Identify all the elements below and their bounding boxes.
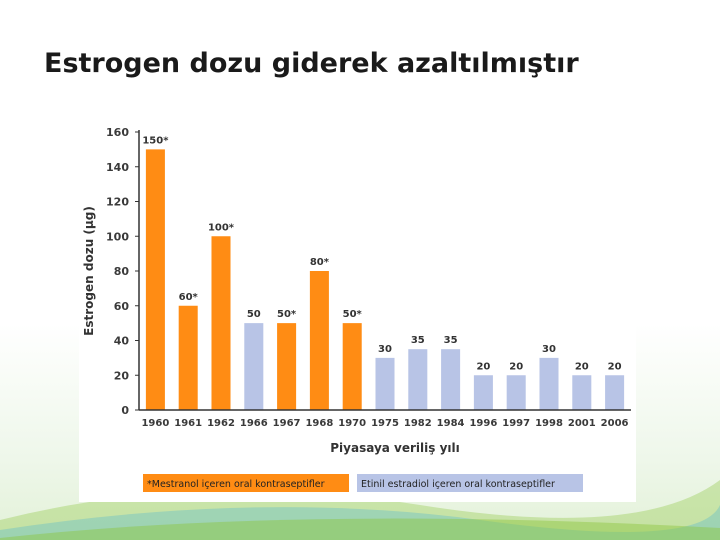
bars: [145, 149, 625, 410]
y-axis-ticks: 0 20 40 60 80 100 120 140 160: [106, 126, 139, 417]
bar-2006: [605, 375, 625, 410]
x-tick-label: 1984: [437, 418, 465, 429]
bar-1962: [211, 236, 231, 410]
data-label: 50: [247, 309, 261, 320]
bar-1996: [473, 375, 493, 410]
bar-chart: 0 20 40 60 80 100 120 140 160 150* 60* 100* 50 50* 80…: [82, 126, 631, 492]
x-tick-label: 1967: [273, 418, 301, 429]
y-tick-label: 40: [114, 335, 130, 348]
x-tick-label: 2001: [568, 418, 596, 429]
data-label: 35: [444, 335, 458, 346]
bar-1960: [145, 149, 165, 410]
x-axis-ticks: 1960 1961 1962 1966 1967 1968 1970 1975 1982 1984…: [141, 418, 628, 429]
bar-1968: [309, 271, 329, 410]
bar-1961: [178, 305, 198, 410]
bar-2001: [572, 375, 592, 410]
x-tick-label: 1975: [371, 418, 399, 429]
data-label: 20: [575, 361, 589, 372]
x-tick-label: 1982: [404, 418, 432, 429]
x-tick-label: 1960: [141, 418, 169, 429]
y-tick-label: 100: [106, 230, 129, 243]
bar-1997: [506, 375, 526, 410]
x-axis-label: Piyasaya veriliş yılı: [330, 441, 460, 455]
y-tick-label: 80: [114, 265, 130, 278]
y-tick-label: 140: [106, 161, 129, 174]
legend-swatch-mestranol: [143, 474, 349, 492]
chart-panel: 0 20 40 60 80 100 120 140 160 150* 60* 100* 50 50* 80…: [79, 112, 636, 502]
bar-1975: [375, 357, 395, 410]
legend-swatch-estradiol: [357, 474, 583, 492]
x-tick-label: 1998: [535, 418, 563, 429]
legend: *Mestranol içeren oral kontraseptifler Et…: [143, 474, 583, 492]
data-label: 20: [476, 361, 490, 372]
data-label: 20: [509, 361, 523, 372]
data-label: 80*: [310, 257, 330, 268]
bar-1984: [441, 349, 461, 410]
legend-item-label: Etinil estradiol içeren oral kontrasepti…: [361, 479, 555, 490]
x-tick-label: 1970: [338, 418, 366, 429]
data-label: 30: [378, 344, 392, 355]
x-tick-label: 1966: [240, 418, 268, 429]
x-tick-label: 1962: [207, 418, 235, 429]
x-tick-label: 1996: [469, 418, 497, 429]
y-tick-label: 60: [114, 300, 130, 313]
bar-1998: [539, 357, 559, 410]
legend-item-label: *Mestranol içeren oral kontraseptifler: [147, 479, 325, 490]
data-label: 100*: [208, 222, 235, 233]
bar-1967: [277, 323, 297, 410]
data-label: 35: [411, 335, 425, 346]
data-labels: 150* 60* 100* 50 50* 80* 50* 30 35 35 20 20 30 20 20: [142, 135, 621, 372]
data-label: 60*: [179, 292, 199, 303]
data-label: 50*: [277, 309, 297, 320]
x-tick-label: 1961: [174, 418, 202, 429]
y-tick-label: 160: [106, 126, 129, 139]
x-tick-label: 2006: [601, 418, 629, 429]
y-tick-label: 120: [106, 196, 129, 209]
data-label: 30: [542, 344, 556, 355]
data-label: 150*: [142, 135, 169, 146]
bar-1966: [244, 323, 264, 410]
y-tick-label: 20: [114, 369, 130, 382]
bar-1970: [342, 323, 362, 410]
x-tick-label: 1997: [502, 418, 530, 429]
y-axis-label: Estrogen dozu (µg): [82, 206, 96, 336]
data-label: 50*: [343, 309, 363, 320]
x-tick-label: 1968: [305, 418, 333, 429]
y-tick-label: 0: [121, 404, 129, 417]
data-label: 20: [608, 361, 622, 372]
slide-title: Estrogen dozu giderek azaltılmıştır: [44, 48, 579, 79]
bar-1982: [408, 349, 428, 410]
